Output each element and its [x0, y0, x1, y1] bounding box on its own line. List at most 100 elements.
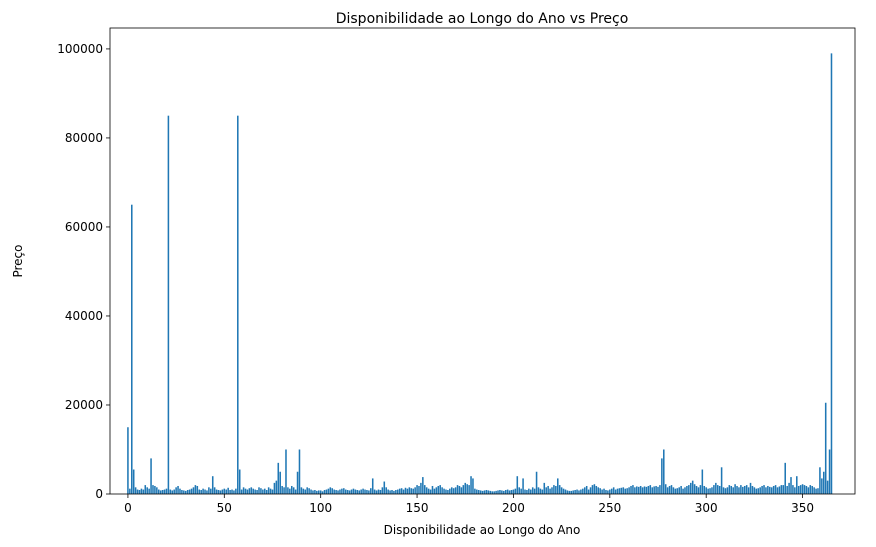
bar — [628, 487, 630, 494]
bar — [161, 489, 164, 494]
bar — [146, 487, 148, 494]
bar — [593, 484, 596, 494]
y-tick-label: 100000 — [57, 42, 103, 56]
bar — [250, 487, 253, 494]
bar — [782, 485, 785, 494]
bar — [531, 487, 534, 494]
bar — [686, 485, 688, 494]
bar — [612, 487, 615, 494]
bar — [265, 489, 268, 494]
bar — [576, 489, 578, 494]
bar — [358, 490, 361, 494]
bar — [541, 489, 544, 494]
bar — [776, 487, 779, 494]
bar — [271, 489, 274, 494]
bar — [190, 488, 193, 494]
bar — [587, 489, 590, 494]
bar — [549, 488, 551, 494]
bar — [377, 489, 380, 494]
bar — [464, 482, 467, 494]
bar — [742, 486, 744, 494]
bar — [285, 449, 287, 494]
bar — [433, 488, 436, 494]
bar — [661, 458, 663, 494]
bar — [753, 487, 756, 494]
bar — [398, 488, 401, 494]
bar — [329, 487, 332, 494]
bar — [210, 488, 212, 494]
bar — [664, 484, 667, 494]
bar — [743, 485, 746, 494]
bar — [780, 485, 783, 494]
bar — [458, 485, 461, 494]
bar — [637, 486, 640, 494]
bar — [427, 488, 430, 494]
bar — [310, 489, 312, 494]
bar — [163, 489, 166, 494]
bar — [734, 484, 736, 494]
bar — [391, 489, 393, 494]
bar — [680, 485, 682, 494]
bar — [217, 489, 220, 494]
bar — [425, 487, 428, 494]
bar — [826, 480, 829, 494]
bar — [759, 487, 761, 494]
bar — [657, 486, 659, 494]
bar — [181, 489, 183, 494]
bar — [192, 487, 195, 494]
bar — [828, 449, 831, 494]
bar — [242, 487, 245, 494]
bar — [215, 489, 218, 494]
bar — [674, 488, 677, 494]
bar — [796, 476, 798, 494]
bar — [568, 490, 571, 494]
bar — [337, 490, 339, 494]
bar — [553, 485, 555, 494]
bar — [668, 485, 671, 494]
bar — [726, 487, 729, 494]
bar — [412, 488, 414, 494]
bar — [339, 489, 341, 494]
bar — [711, 487, 713, 494]
bar — [397, 489, 399, 494]
bar — [333, 489, 335, 494]
bar — [691, 480, 694, 494]
bar — [439, 485, 441, 494]
bar — [499, 489, 501, 494]
bar — [246, 489, 249, 494]
bar — [264, 488, 266, 494]
bar — [757, 488, 760, 494]
bar — [566, 490, 569, 494]
bar — [273, 482, 276, 494]
bar — [244, 488, 247, 494]
x-tick-label: 50 — [217, 501, 232, 515]
bar — [609, 489, 611, 494]
bar — [456, 485, 459, 494]
x-axis-label: Disponibilidade ao Longo do Ano — [384, 523, 581, 537]
bar — [518, 487, 520, 494]
bar — [545, 487, 547, 494]
bar — [371, 478, 374, 494]
bar — [807, 487, 810, 494]
y-axis-label: Preço — [11, 244, 25, 277]
bar — [651, 487, 653, 494]
bar — [462, 485, 465, 494]
bar — [127, 427, 129, 494]
bar — [321, 491, 324, 494]
bar — [539, 488, 542, 494]
bar — [281, 485, 283, 494]
bar — [678, 487, 680, 494]
bar — [716, 485, 719, 494]
bar — [406, 488, 409, 494]
bar — [277, 462, 280, 494]
bar — [472, 478, 474, 494]
bar — [314, 489, 316, 494]
bar — [794, 487, 796, 494]
bar — [805, 485, 808, 494]
bar — [481, 490, 484, 494]
bar — [614, 489, 617, 494]
bar — [429, 489, 432, 494]
bar — [131, 204, 133, 494]
bar — [605, 489, 607, 494]
bar — [366, 489, 368, 494]
